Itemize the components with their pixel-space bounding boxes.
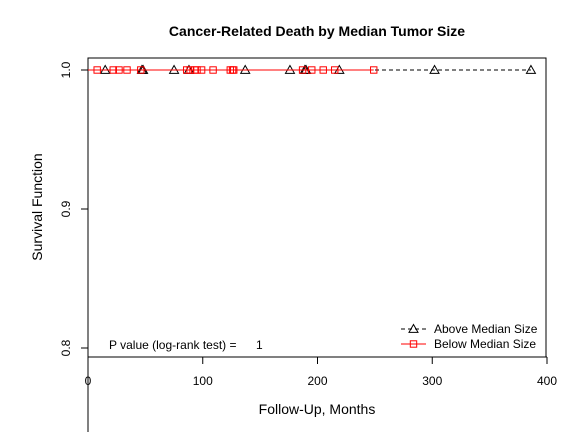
y-tick-label: 0.9 — [59, 200, 73, 217]
censor-mark-square — [319, 66, 327, 74]
legend-label: Above Median Size — [434, 322, 538, 336]
censor-mark-square — [197, 66, 206, 74]
censor-mark-triangle — [99, 64, 111, 74]
legend-label: Below Median Size — [434, 337, 536, 351]
y-axis-title: Survival Function — [29, 153, 45, 260]
censor-mark-square — [331, 66, 339, 74]
censor-mark-triangle — [525, 64, 537, 74]
y-tick-label: 0.8 — [59, 339, 73, 356]
x-tick-label: 300 — [422, 374, 442, 388]
series-layer — [88, 64, 537, 74]
legend-item: Above Median Size — [401, 322, 538, 336]
censor-mark-square — [93, 66, 101, 74]
censor-mark-square — [409, 340, 418, 348]
censor-mark-triangle — [408, 323, 419, 333]
censor-mark-triangle — [239, 64, 251, 74]
p-value-label: P value (log-rank test) = — [109, 338, 237, 352]
censor-mark-square — [115, 66, 123, 74]
x-axis: 0100200300400 — [85, 356, 557, 388]
censor-mark-square — [123, 66, 131, 74]
censor-mark-square — [137, 66, 145, 74]
x-tick-label: 100 — [193, 374, 213, 388]
censor-mark-triangle — [284, 64, 296, 74]
y-tick-label: 1.0 — [59, 61, 73, 78]
y-axis: 0.60.70.80.91.0 — [59, 61, 89, 432]
plot-frame — [87, 57, 547, 358]
censor-mark-triangle — [429, 64, 440, 74]
censor-mark-square — [230, 66, 238, 74]
censor-mark-square — [308, 66, 316, 74]
p-value-annotation: P value (log-rank test) = 1 — [109, 338, 263, 352]
chart-title: Cancer-Related Death by Median Tumor Siz… — [169, 23, 465, 39]
censor-mark-square — [109, 66, 117, 74]
x-axis-title: Follow-Up, Months — [259, 401, 376, 417]
censor-mark-square — [298, 66, 307, 74]
x-tick-label: 200 — [307, 374, 327, 388]
censor-mark-square — [193, 66, 201, 74]
series-below-median — [88, 66, 378, 74]
censor-mark-square — [370, 66, 378, 74]
legend-item: Below Median Size — [401, 337, 536, 351]
p-value-number: 1 — [256, 338, 263, 352]
censor-mark-triangle — [333, 64, 345, 74]
censor-mark-triangle — [168, 64, 180, 74]
censor-mark-square — [209, 66, 217, 74]
x-tick-label: 400 — [537, 374, 557, 388]
